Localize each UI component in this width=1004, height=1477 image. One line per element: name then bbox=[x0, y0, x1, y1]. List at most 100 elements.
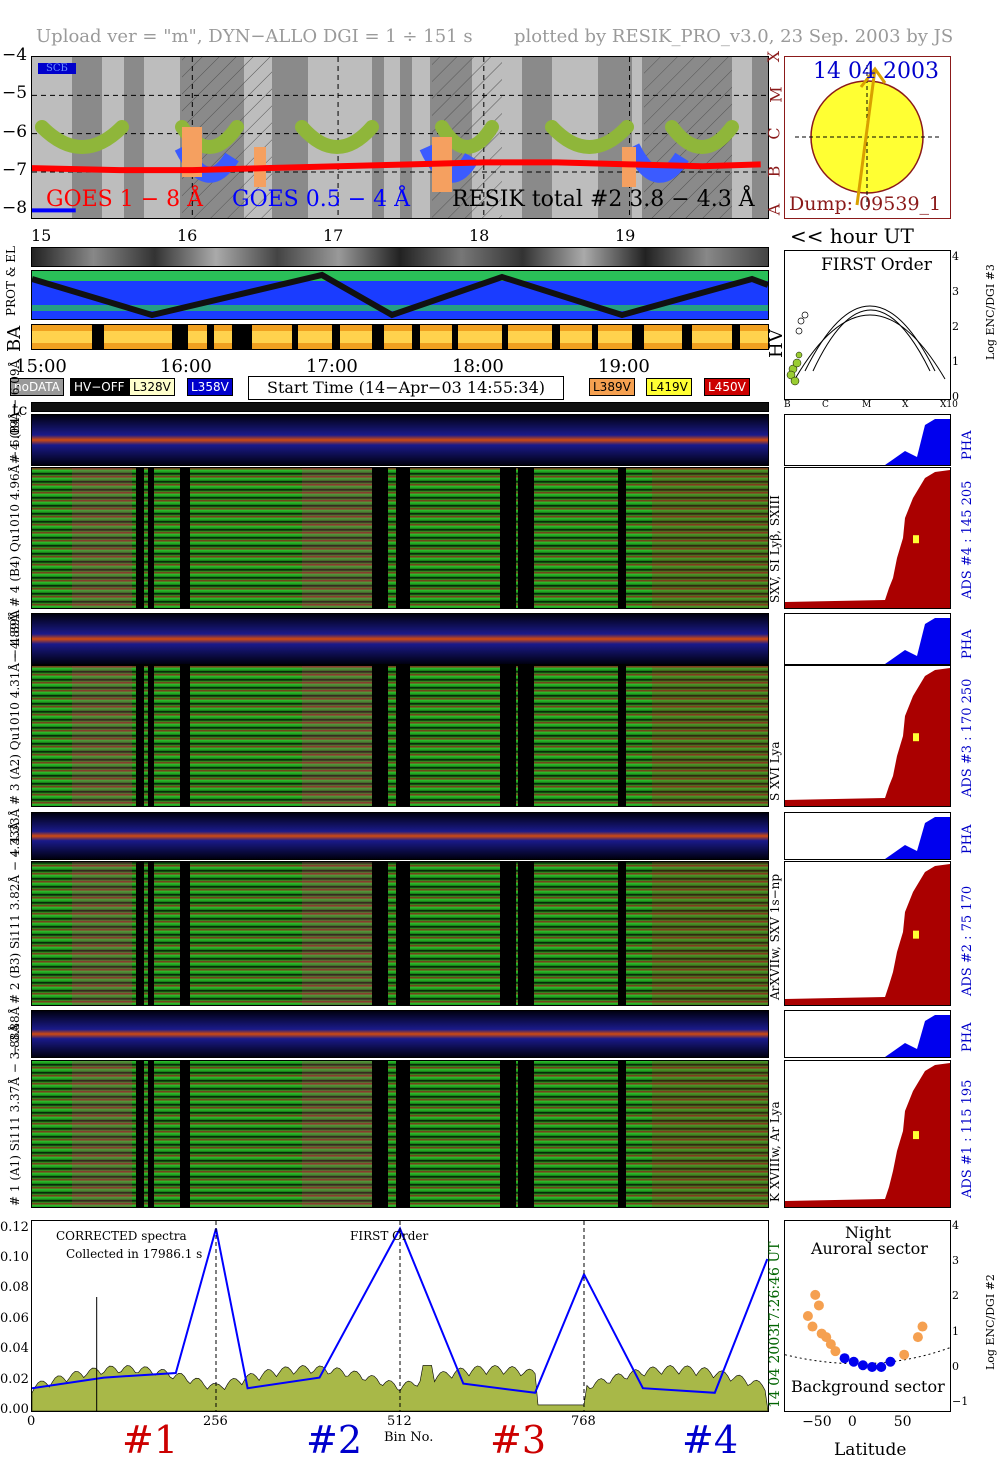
pha-spectrogram bbox=[31, 1010, 769, 1058]
hour-tick-top: 16 bbox=[177, 226, 198, 245]
spectrum-note-first-order: FIRST Order bbox=[350, 1229, 429, 1243]
latitude-point bbox=[830, 1346, 841, 1357]
spectrum-panel: CORRECTED spectra Collected in 17986.1 s… bbox=[31, 1220, 769, 1412]
goes-054-legend: GOES 0.5 − 4 Å bbox=[232, 187, 411, 212]
legend-l450: L450V bbox=[704, 378, 750, 396]
pha-spectrogram bbox=[31, 812, 769, 860]
first-order-y-tick: 1 bbox=[952, 355, 959, 368]
resik-total-arc bbox=[665, 120, 739, 154]
detector-lines-label: K XVIIIw, Ar Lya bbox=[768, 1101, 782, 1202]
pha-histogram-fill bbox=[785, 419, 950, 465]
first-order-ylabel: Log ENC/DGI #3 bbox=[984, 264, 997, 360]
ba-gap bbox=[682, 325, 692, 349]
legend-l419: L419V bbox=[646, 378, 692, 396]
tc-strip bbox=[31, 402, 769, 412]
spectrogram-gap bbox=[500, 862, 516, 1005]
latitude-y-tick: 2 bbox=[952, 1289, 959, 1303]
ads-histogram-fill bbox=[785, 470, 950, 608]
goes-gap-band bbox=[272, 57, 308, 218]
goes-class-letter: B bbox=[764, 165, 784, 178]
detector-lines-label: ArXVIIw, SXV 1s−np bbox=[768, 873, 782, 1000]
latitude-ylabel: Log ENC/DGI #2 bbox=[984, 1274, 997, 1370]
latitude-scatter bbox=[785, 1289, 950, 1373]
spectrogram-gap bbox=[180, 862, 190, 1005]
spectrogram-gap bbox=[396, 1061, 410, 1207]
latitude-threshold-curve bbox=[785, 1347, 950, 1365]
ba-gap bbox=[452, 325, 458, 349]
first-order-panel: FIRST Order bbox=[784, 250, 951, 400]
goes-y-tick-label: −4 bbox=[2, 45, 28, 65]
latitude-point bbox=[848, 1356, 859, 1367]
ads-marker bbox=[913, 733, 919, 742]
latitude-xlabel: Latitude bbox=[834, 1440, 907, 1460]
spectrogram-gap bbox=[180, 666, 190, 806]
goes-gap-band bbox=[522, 57, 552, 218]
goes-gap-band bbox=[372, 57, 384, 218]
spectrogram-gap bbox=[136, 468, 144, 608]
first-order-x-tick: M bbox=[862, 400, 872, 410]
start-time-box: Start Time (14−Apr−03 14:55:34) bbox=[248, 376, 564, 400]
pha-histogram bbox=[784, 1010, 951, 1058]
ads-histogram-fill bbox=[785, 864, 950, 1005]
latitude-point bbox=[807, 1321, 818, 1332]
first-order-x-tick: C bbox=[822, 400, 829, 410]
spectrogram-gap bbox=[396, 666, 410, 806]
latitude-point bbox=[912, 1332, 923, 1343]
legend-hv-off: HV−OFF bbox=[70, 378, 129, 396]
pha-label: PHA bbox=[960, 1022, 975, 1052]
pha-label: PHA bbox=[960, 824, 975, 854]
resik-spectrogram bbox=[31, 861, 769, 1006]
resik-spectrogram bbox=[31, 665, 769, 807]
ba-gap bbox=[412, 325, 420, 349]
detector-number-label: #4 bbox=[682, 1418, 739, 1462]
latitude-point bbox=[810, 1289, 821, 1300]
detector-number-label: #1 bbox=[122, 1418, 179, 1462]
spectrum-x-tick: 256 bbox=[203, 1414, 228, 1429]
goes-y-tick-label: −8 bbox=[2, 198, 28, 219]
spectrum-ut-time: 17:26:46 UT bbox=[767, 1241, 783, 1330]
ads-marker bbox=[913, 930, 919, 939]
spectrogram-gap bbox=[396, 862, 410, 1005]
spectrogram-tint bbox=[302, 666, 372, 806]
pha-spectrogram bbox=[31, 613, 769, 665]
spectrogram-gap bbox=[372, 468, 388, 608]
latitude-y-tick: 3 bbox=[952, 1254, 959, 1268]
ads-histogram-fill bbox=[785, 1063, 950, 1207]
goes-corner-badge: SCБ bbox=[38, 63, 76, 74]
ba-gap bbox=[502, 325, 508, 349]
detector-lines-label: S XVI Lya bbox=[768, 741, 782, 802]
spectrum-y-tick: 0.00 bbox=[0, 1402, 29, 1417]
spectrum-y-tick: 0.02 bbox=[0, 1371, 29, 1387]
spectrogram-gap bbox=[518, 862, 534, 1005]
ads-marker bbox=[913, 535, 919, 544]
ba-label: BA bbox=[4, 325, 25, 352]
latitude-point bbox=[867, 1362, 878, 1373]
latitude-y-tick: 1 bbox=[952, 1324, 959, 1338]
sun-position-panel: 14 04 2003 Dump: 09539_1 bbox=[784, 56, 951, 219]
resik-total-arc bbox=[295, 120, 379, 154]
spectrogram-gap bbox=[180, 468, 190, 608]
legend-l389: L389V bbox=[589, 378, 635, 396]
ads-range-label: ADS #2 : 75 170 bbox=[960, 885, 975, 996]
ba-gap bbox=[552, 325, 560, 349]
spectrogram-tint bbox=[652, 666, 768, 806]
hour-tick-main: 17:00 bbox=[306, 356, 358, 377]
spectrum-x-tick: 768 bbox=[571, 1414, 596, 1429]
spectrogram-gap bbox=[500, 666, 516, 806]
hour-tick-top: 19 bbox=[615, 226, 636, 245]
goes-lightcurve-plot bbox=[32, 57, 768, 218]
detector-pha-label: − 3.88Å bbox=[8, 1006, 22, 1056]
spectrogram-tint bbox=[652, 468, 768, 608]
spectrogram-gap bbox=[148, 1061, 154, 1207]
goes-class-letter: A bbox=[764, 204, 784, 216]
spectrogram-tint bbox=[72, 1061, 132, 1207]
pha-histogram-fill bbox=[785, 817, 950, 859]
goes-y-tick-label: −5 bbox=[2, 83, 28, 104]
goes-y-tick-label: −7 bbox=[2, 160, 28, 180]
legend-nodata: noDATA bbox=[10, 378, 64, 396]
spectrum-note-corrected: CORRECTED spectra bbox=[56, 1229, 187, 1243]
goes-gap-band bbox=[400, 57, 412, 218]
latitude-x-tick: 0 bbox=[847, 1414, 857, 1430]
detector-number-label: #3 bbox=[490, 1418, 547, 1462]
first-order-x-tick: B bbox=[784, 400, 791, 410]
